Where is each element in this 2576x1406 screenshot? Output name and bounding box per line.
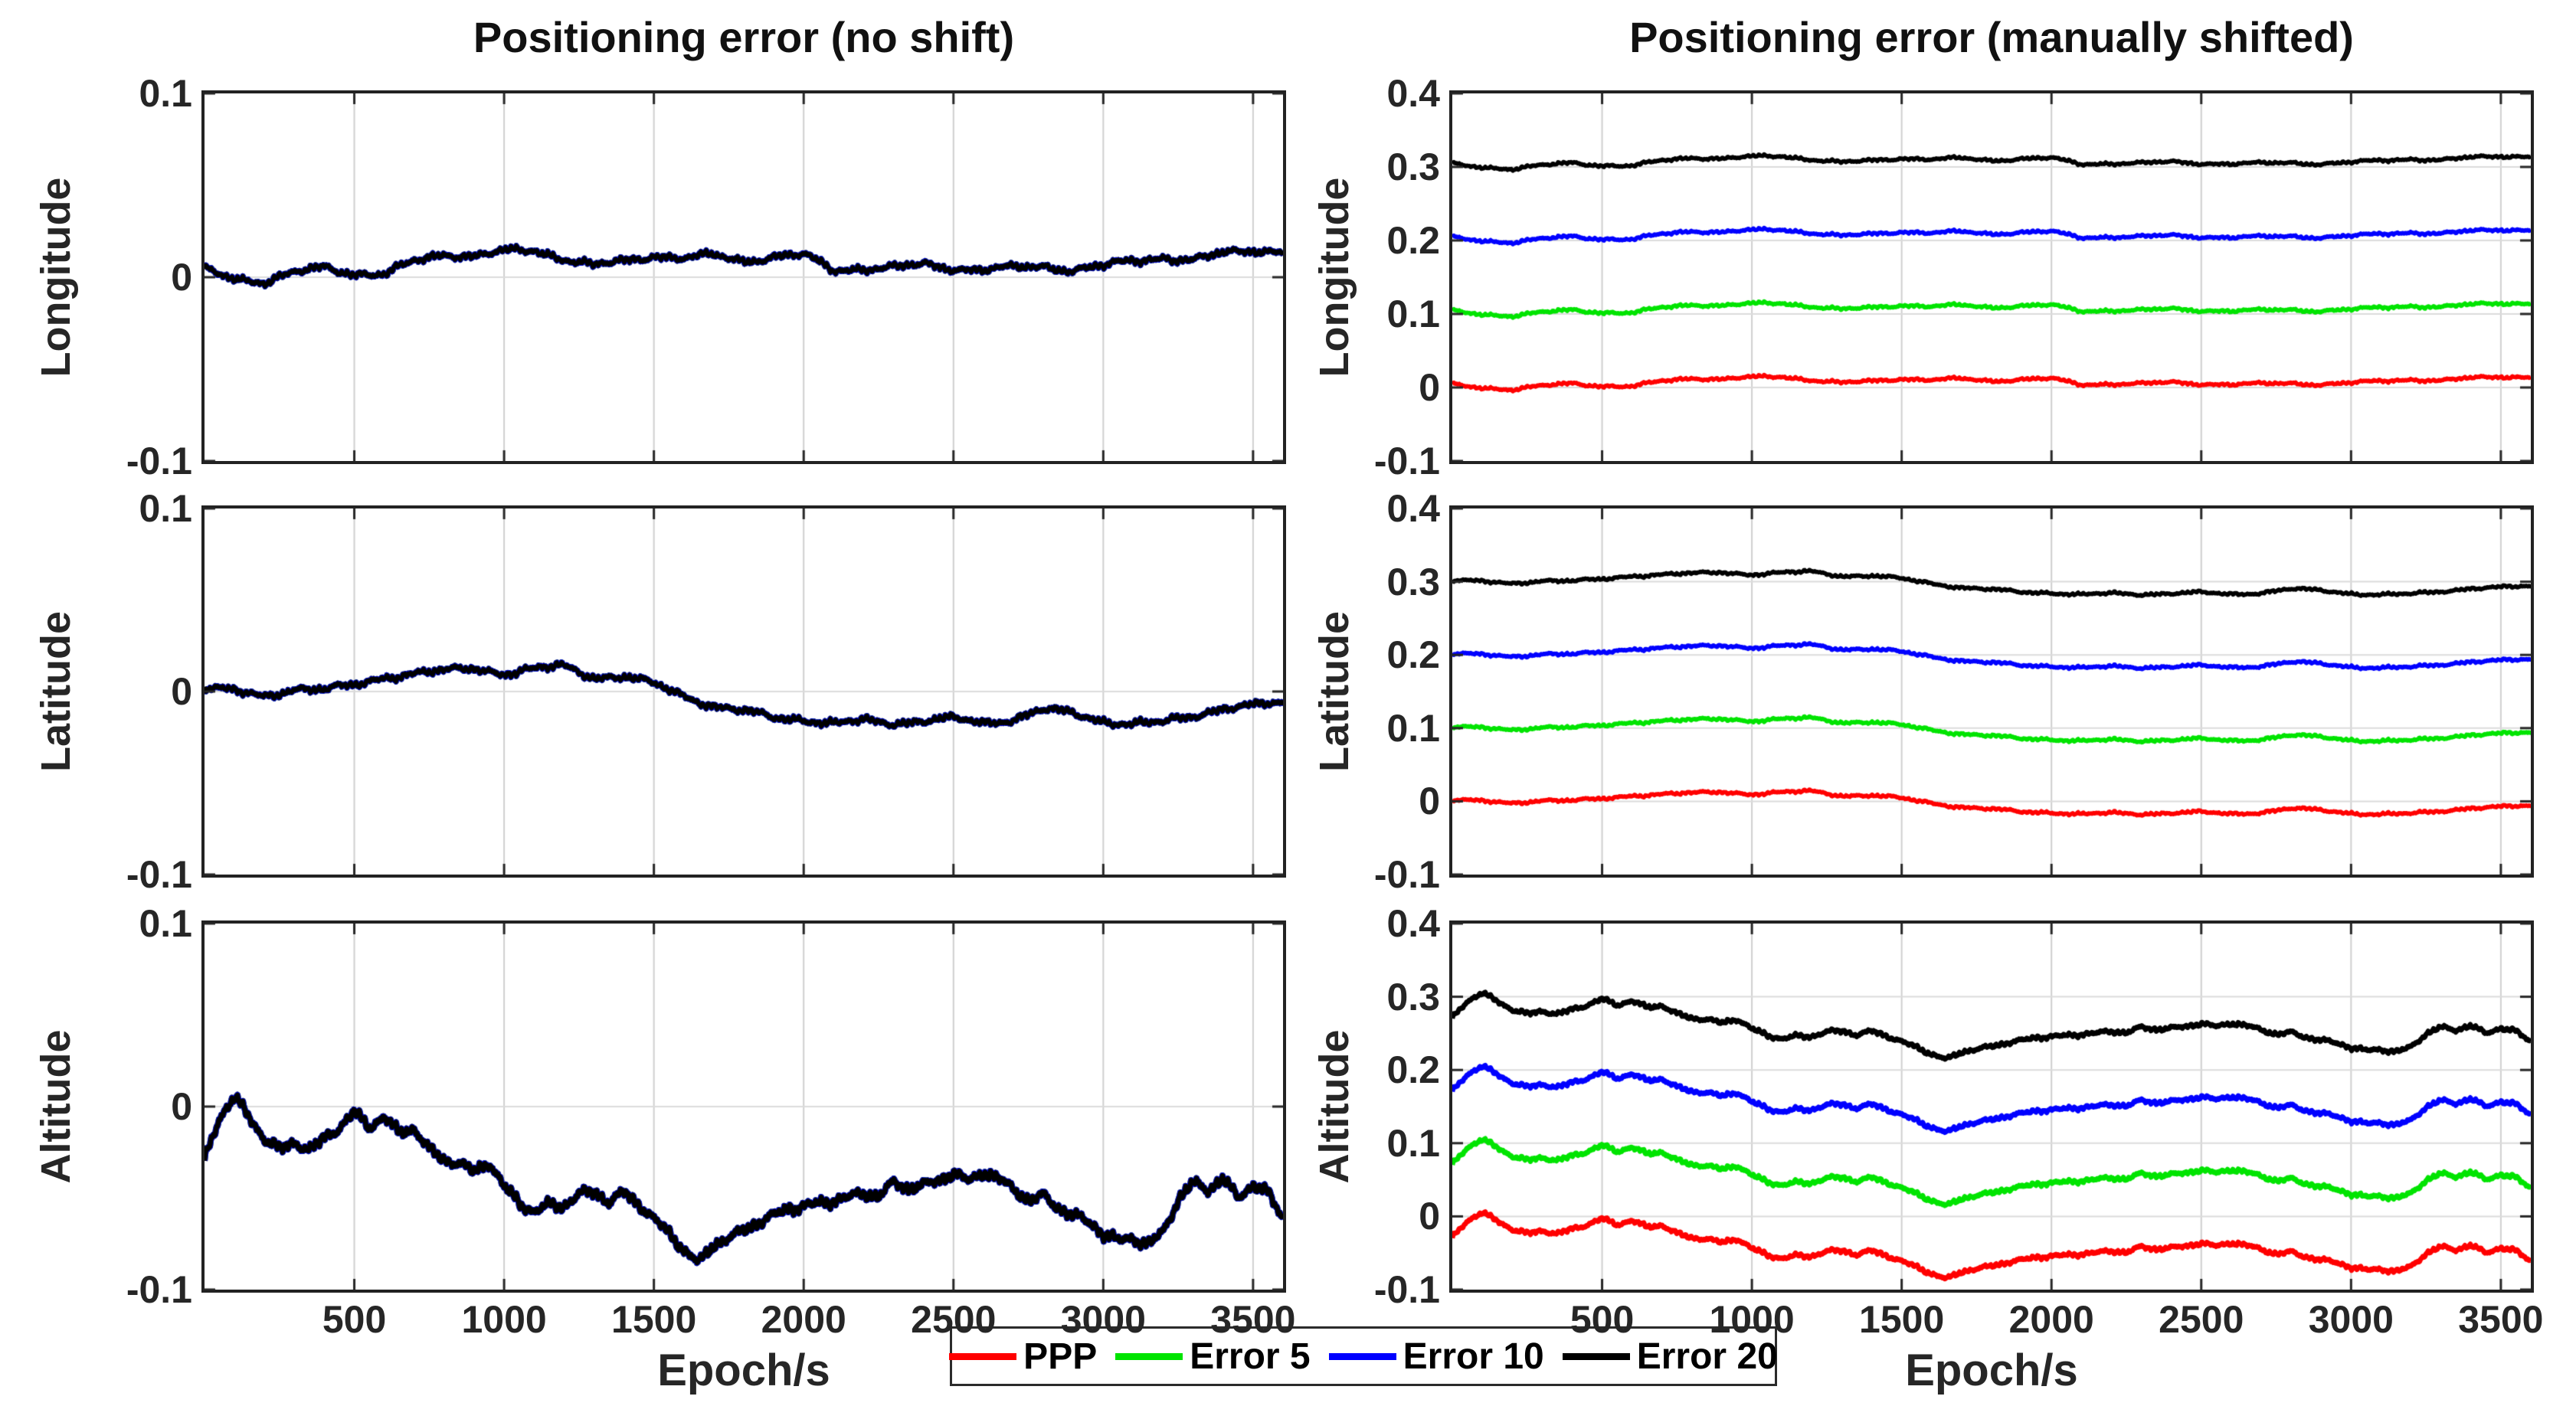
- subplot-shifted-altitude: [1449, 920, 2534, 1293]
- subplot-shifted-latitude: [1449, 505, 2534, 878]
- left-column-title: Positioning error (no shift): [473, 13, 1015, 61]
- x-tick-label: 2500: [911, 1298, 997, 1341]
- y-tick-label: 0: [1419, 1195, 1440, 1238]
- legend-label-error5: Error 5: [1190, 1336, 1311, 1377]
- x-tick-label: 500: [1569, 1298, 1635, 1341]
- y-tick-label: 0.2: [1386, 219, 1440, 262]
- y-tick-label: 0: [1419, 366, 1440, 409]
- y-tick-label: -0.1: [126, 440, 192, 482]
- legend-label-error10: Error 10: [1403, 1336, 1544, 1377]
- legend-line-error20-icon: [1562, 1352, 1630, 1360]
- plot-canvas-noshift-altitude: [205, 924, 1283, 1290]
- x-tick-label: 2000: [2008, 1298, 2094, 1341]
- plot-canvas-shifted-altitude: [1452, 924, 2531, 1290]
- y-tick-label: 0.4: [1386, 902, 1440, 945]
- y-tick-label: -0.1: [1373, 1268, 1440, 1311]
- y-tick-label: 0.1: [1386, 1121, 1440, 1165]
- y-tick-label: 0.4: [1386, 487, 1440, 530]
- legend-entry-ppp: PPP: [949, 1336, 1097, 1378]
- x-tick-label: 1000: [461, 1298, 547, 1341]
- legend-label-ppp: PPP: [1023, 1336, 1098, 1377]
- x-tick-label: 2000: [761, 1298, 846, 1341]
- plot-canvas-shifted-latitude: [1452, 508, 2531, 875]
- y-tick-label: 0.3: [1386, 146, 1440, 188]
- legend-box: PPP Error 5 Error 10 Error 20: [949, 1326, 1778, 1386]
- legend-entry-error5: Error 5: [1115, 1336, 1311, 1378]
- x-tick-label: 1500: [1859, 1298, 1945, 1341]
- y-tick-label: 0: [171, 670, 192, 713]
- y-tick-label: -0.1: [1373, 440, 1440, 482]
- x-tick-label: 3000: [1060, 1298, 1146, 1341]
- legend-entry-error20: Error 20: [1562, 1336, 1778, 1378]
- y-tick-label: 0.1: [139, 72, 192, 115]
- x-tick-label: 3000: [2308, 1298, 2394, 1341]
- plot-canvas-noshift-latitude: [205, 508, 1283, 875]
- xlabel-right: Epoch/s: [1905, 1346, 2078, 1395]
- subplot-noshift-altitude: [201, 920, 1286, 1293]
- x-tick-label: 1000: [1709, 1298, 1795, 1341]
- legend-entry-error10: Error 10: [1328, 1336, 1544, 1378]
- y-tick-label: 0.4: [1386, 72, 1440, 115]
- x-tick-label: 2500: [2159, 1298, 2244, 1341]
- y-tick-label: 0.1: [139, 902, 192, 945]
- y-tick-label: 0: [171, 1085, 192, 1128]
- y-tick-label: 0.1: [1386, 706, 1440, 750]
- plot-canvas-shifted-longitude: [1452, 93, 2531, 461]
- y-tick-label: 0.2: [1386, 633, 1440, 677]
- legend-label-error20: Error 20: [1636, 1336, 1778, 1377]
- x-tick-label: 500: [322, 1298, 387, 1341]
- subplot-shifted-longitude: [1449, 90, 2534, 464]
- y-tick-label: 0.1: [1386, 293, 1440, 335]
- legend-line-ppp-icon: [949, 1352, 1017, 1360]
- xlabel-left: Epoch/s: [657, 1346, 830, 1395]
- y-tick-label: -0.1: [1373, 853, 1440, 896]
- y-tick-label: 0.1: [139, 487, 192, 530]
- y-tick-label: 0.3: [1386, 560, 1440, 603]
- y-tick-label: 0: [1419, 780, 1440, 823]
- subplot-noshift-latitude: [201, 505, 1286, 878]
- x-tick-label: 3500: [1210, 1298, 1296, 1341]
- x-tick-label: 1500: [611, 1298, 697, 1341]
- y-tick-label: 0.3: [1386, 975, 1440, 1019]
- plot-canvas-noshift-longitude: [205, 93, 1283, 461]
- legend-line-error5-icon: [1115, 1352, 1183, 1360]
- y-tick-label: 0.2: [1386, 1048, 1440, 1092]
- legend-line-error10-icon: [1328, 1352, 1396, 1360]
- x-tick-label: 3500: [2458, 1298, 2544, 1341]
- y-tick-label: -0.1: [126, 853, 192, 896]
- right-column-title: Positioning error (manually shifted): [1629, 13, 2354, 61]
- subplot-noshift-longitude: [201, 90, 1286, 464]
- y-tick-label: -0.1: [126, 1268, 192, 1311]
- y-tick-label: 0: [171, 256, 192, 299]
